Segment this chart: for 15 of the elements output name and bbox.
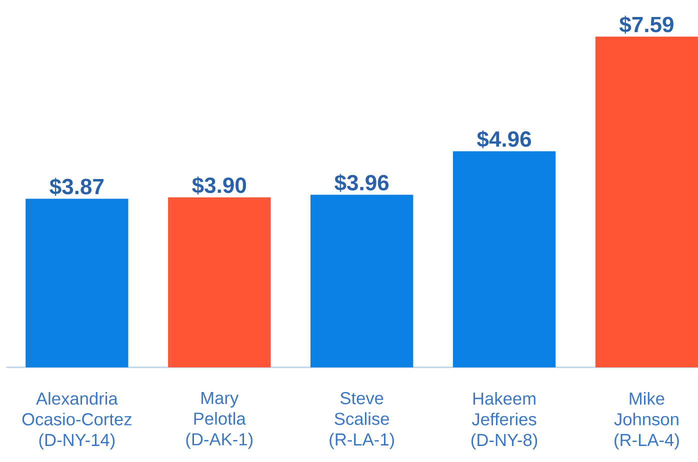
data-label: $3.96: [334, 174, 389, 192]
bar: [168, 197, 271, 368]
bar: [452, 151, 556, 368]
data-label: $3.90: [192, 176, 246, 194]
data-label: $7.59: [619, 16, 674, 34]
data-label: $3.87: [50, 178, 104, 196]
bar: [310, 194, 414, 368]
data-label: $4.96: [477, 130, 531, 148]
bar: [595, 36, 698, 368]
x-tick-label: Mike Johnson (R-LA-4): [614, 392, 679, 450]
x-tick-label: Mary Pelotla (D-AK-1): [186, 392, 252, 449]
bar: [26, 198, 128, 368]
x-tick-label: Hakeem Jefferies (D-NY-8): [471, 392, 538, 450]
x-tick-label: Alexandria Ocasio-Cortez (D-NY-14): [22, 392, 132, 450]
x-tick-label: Steve Scalise (R-LA-1): [330, 392, 394, 450]
